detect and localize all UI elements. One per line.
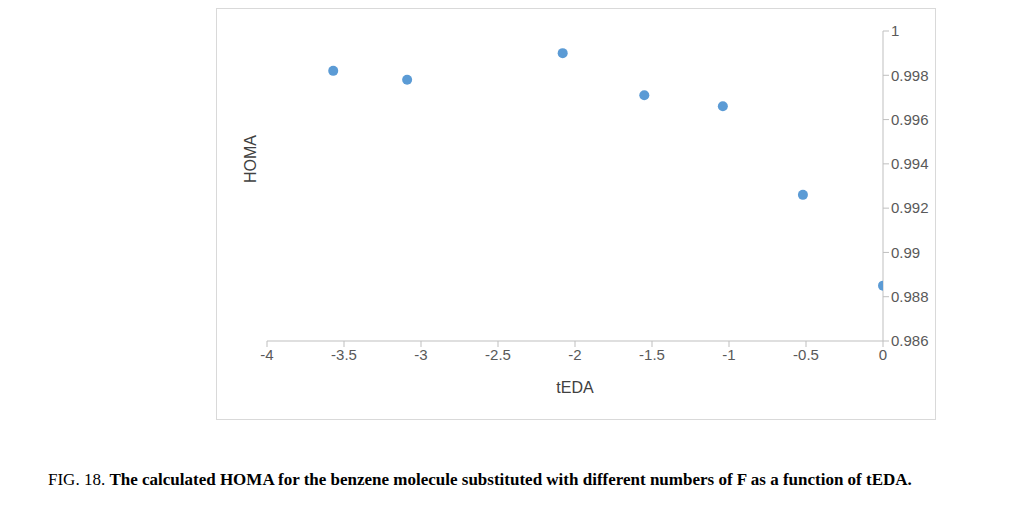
svg-text:0: 0 [879,346,887,363]
svg-text:0.988: 0.988 [891,288,929,305]
svg-text:tEDA: tEDA [556,379,594,396]
svg-text:0.986: 0.986 [891,332,929,349]
svg-text:0.99: 0.99 [891,244,920,261]
svg-text:-2: -2 [568,346,581,363]
svg-text:1: 1 [891,22,899,39]
svg-text:-3.5: -3.5 [331,346,357,363]
svg-text:0.992: 0.992 [891,199,929,216]
svg-text:-1: -1 [722,346,735,363]
svg-text:-1.5: -1.5 [639,346,665,363]
html-text:HOMA: HOMA [242,135,259,183]
svg-text:-2.5: -2.5 [485,346,511,363]
svg-text:-0.5: -0.5 [793,346,819,363]
svg-text:0.996: 0.996 [891,111,929,128]
svg-text:0.998: 0.998 [891,67,929,84]
html-text:FIG. 18. The calculated HOMA f: FIG. 18. The calculated HOMA for the ben… [48,470,912,489]
svg-text:0.994: 0.994 [891,155,929,172]
svg-text:-3: -3 [414,346,427,363]
svg-text:-4: -4 [260,346,273,363]
